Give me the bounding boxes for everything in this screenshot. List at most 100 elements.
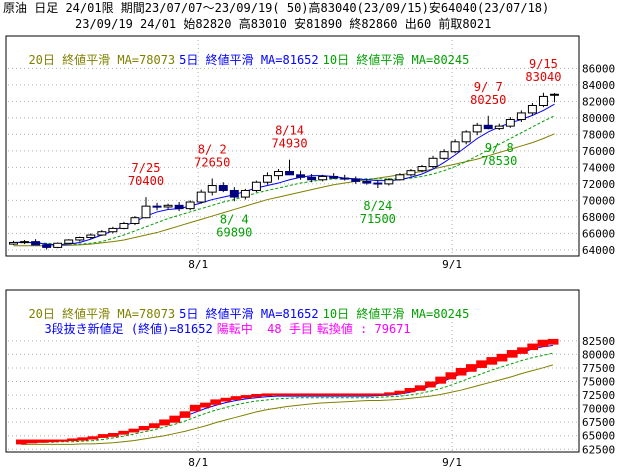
- lower-x-tick-label: 8/1: [188, 456, 208, 469]
- candle-body: [53, 242, 63, 248]
- candle-body: [42, 244, 52, 248]
- candle-body: [538, 95, 548, 107]
- candle-body: [285, 171, 294, 176]
- annotation-value: 72650: [194, 156, 230, 170]
- upper-x-tick-label: 9/1: [442, 258, 462, 271]
- kagi-label: 3段抜き新値足 (終値)=81652: [44, 322, 213, 336]
- candle-body: [152, 205, 162, 208]
- upper-ma10-line: [13, 115, 555, 245]
- candle-body: [362, 180, 372, 184]
- step-block: [97, 434, 109, 438]
- upper-panel-frame: [5, 35, 580, 257]
- candle-body: [196, 191, 206, 203]
- step-block: [486, 357, 498, 365]
- annotation-date: 8/ 2: [198, 143, 227, 157]
- candle-body: [31, 241, 41, 246]
- lower-y-tick-label: 77500: [582, 362, 615, 375]
- step-block: [77, 437, 89, 441]
- annotation-date: 8/14: [275, 124, 304, 138]
- candle-body: [417, 166, 427, 172]
- step-block: [56, 439, 68, 442]
- step-block: [261, 393, 273, 397]
- step-block: [36, 439, 48, 443]
- step-block: [333, 393, 344, 396]
- upper-y-tick-label: 66000: [582, 227, 615, 240]
- step-block: [506, 350, 518, 358]
- step-block: [312, 393, 324, 396]
- candle-body: [119, 222, 129, 229]
- candle-body: [130, 217, 140, 224]
- step-block: [425, 381, 436, 388]
- step-block: [455, 367, 467, 376]
- lower-y-tick-label: 62500: [582, 443, 615, 456]
- annotation-date: 7/25: [132, 161, 161, 175]
- step-block: [240, 395, 252, 399]
- step-block: [404, 388, 416, 393]
- candle-body: [174, 204, 184, 210]
- annotation-value: 71500: [360, 212, 396, 226]
- candle-body: [439, 151, 449, 159]
- candle-body: [461, 131, 471, 143]
- step-block: [281, 393, 293, 396]
- step-block: [251, 393, 262, 398]
- lower-y-tick-label: 80000: [582, 348, 615, 361]
- candle-body: [207, 185, 217, 193]
- step-block: [169, 415, 181, 423]
- step-block: [465, 364, 477, 372]
- step-block: [220, 397, 232, 402]
- step-block: [87, 436, 99, 440]
- upper-y-tick-label: 78000: [582, 128, 615, 141]
- upper-y-tick-label: 68000: [582, 211, 615, 224]
- lower-y-tick-label: 67500: [582, 416, 615, 429]
- chart-header-line2: 23/09/19 24/01 始82820 高83010 安81890 終828…: [75, 17, 492, 31]
- annotation-value: 70400: [128, 174, 164, 188]
- step-block: [179, 411, 191, 418]
- candle-body: [318, 175, 328, 181]
- candle-body: [251, 181, 261, 191]
- upper-y-tick-label: 84000: [582, 79, 615, 92]
- step-block: [445, 372, 457, 380]
- step-block: [527, 343, 539, 351]
- candle-body: [373, 182, 383, 185]
- step-block: [26, 439, 37, 444]
- candle-body: [550, 93, 559, 96]
- step-block: [118, 430, 129, 435]
- lower-y-tick-label: 70000: [582, 403, 615, 416]
- lower-ma20-line: [21, 364, 554, 445]
- candle-body: [527, 105, 537, 114]
- step-block: [537, 339, 549, 347]
- step-block: [547, 338, 559, 345]
- annotation-date: 8/24: [363, 199, 392, 213]
- step-block: [138, 425, 150, 431]
- candle-body: [505, 119, 515, 127]
- lower-panel-frame: [5, 289, 580, 453]
- upper-y-tick-label: 72000: [582, 178, 615, 191]
- candle-body: [163, 204, 173, 208]
- step-block: [189, 404, 201, 412]
- candle-body: [185, 201, 195, 210]
- candle-body: [218, 185, 228, 191]
- upper-y-tick-label: 70000: [582, 194, 615, 207]
- annotation-date: 9/ 8: [485, 141, 514, 155]
- candle-body: [483, 124, 493, 130]
- step-block: [159, 419, 170, 426]
- step-block: [353, 393, 365, 396]
- lower-legend: 20日 終値平滑 MA=78073 5日 終値平滑 MA=81652 10日 終値平…: [14, 290, 473, 321]
- candle-body: [351, 178, 361, 182]
- step-block: [148, 423, 160, 429]
- step-block: [496, 353, 508, 362]
- step-block: [343, 393, 354, 396]
- step-block: [16, 439, 27, 445]
- step-block: [210, 399, 222, 405]
- candle-body: [296, 174, 306, 178]
- annotation-date: 9/ 7: [474, 80, 503, 94]
- annotation-value: 69890: [216, 225, 252, 239]
- candle-body: [141, 205, 151, 219]
- candle-body: [384, 179, 394, 185]
- step-block: [46, 439, 58, 443]
- kagi-status: 陽転中 48 手目: [216, 322, 313, 336]
- candle-body: [9, 241, 18, 245]
- candle-body: [274, 171, 283, 177]
- annotation-value: 74930: [271, 137, 307, 151]
